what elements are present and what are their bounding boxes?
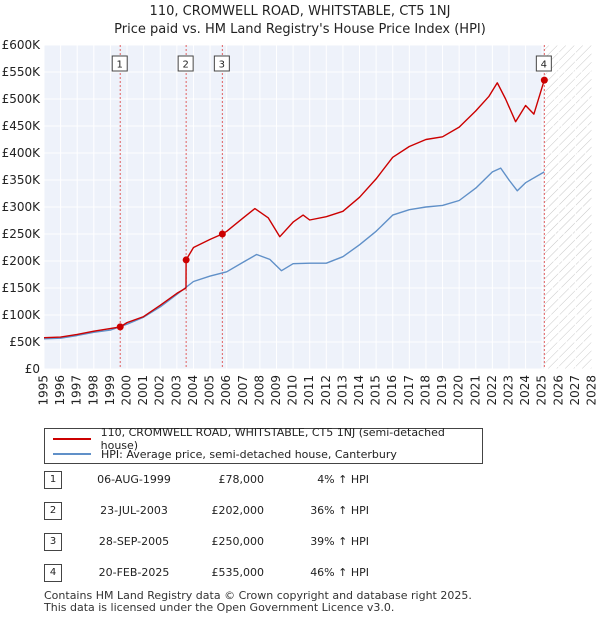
y-tick-label: £550K — [2, 65, 42, 79]
x-tick-label: 2018 — [418, 375, 432, 406]
sale-number-badge: 4 — [44, 564, 62, 582]
y-tick-label: £300K — [2, 200, 42, 214]
legend-label-hpi: HPI: Average price, semi-detached house,… — [101, 447, 397, 461]
sale-price: £202,000 — [211, 504, 265, 517]
x-tick-label: 2020 — [452, 375, 466, 406]
y-tick-label: £200K — [2, 254, 42, 268]
x-tick-label: 2019 — [435, 375, 449, 406]
sale-point — [116, 323, 124, 331]
x-tick-label: 2004 — [186, 375, 200, 406]
sale-label-number: 4 — [541, 60, 547, 71]
legend-label-property: 110, CROMWELL ROAD, WHITSTABLE, CT5 1NJ … — [100, 426, 445, 452]
sale-label-number: 1 — [117, 60, 123, 71]
footer-licence: This data is licensed under the Open Gov… — [44, 601, 395, 614]
sale-label-box — [177, 55, 194, 72]
x-tick-label: 2024 — [518, 375, 532, 406]
legend-item-hpi: HPI: Average price, semi-detached house,… — [53, 446, 397, 462]
y-tick-label: £600K — [2, 38, 42, 52]
x-tick-label: 2010 — [286, 375, 300, 406]
x-tick-label: 2015 — [369, 375, 383, 406]
chart-subtitle: Price paid vs. HM Land Registry's House … — [114, 22, 486, 37]
sale-price: £78,000 — [218, 473, 265, 486]
y-tick-label: £400K — [2, 146, 42, 160]
x-tick-label: 2006 — [219, 375, 233, 406]
y-tick-label: £500K — [2, 92, 42, 106]
sale-date: 28-SEP-2005 — [98, 535, 170, 548]
sale-hpi-change: 36% ↑ HPI — [310, 504, 369, 517]
x-tick-label: 2009 — [269, 375, 283, 406]
x-tick-label: 2021 — [468, 375, 482, 406]
x-tick-label: 2027 — [568, 375, 582, 406]
y-tick-label: £150K — [2, 281, 42, 295]
legend: 110, CROMWELL ROAD, WHITSTABLE, CT5 1NJ … — [44, 426, 483, 464]
x-tick-label: 2026 — [551, 375, 565, 406]
x-tick-label: 2017 — [402, 375, 416, 406]
sale-date: 20-FEB-2025 — [98, 566, 170, 579]
x-tick-label: 1999 — [103, 375, 117, 406]
sale-label-box — [535, 55, 552, 72]
sale-label-number: 2 — [182, 60, 188, 71]
x-tick-label: 2008 — [252, 375, 266, 406]
y-tick-label: £50K — [9, 335, 41, 349]
x-tick-label: 2012 — [319, 375, 333, 406]
sale-date: 23-JUL-2003 — [100, 504, 168, 517]
property-series-line — [43, 79, 545, 339]
sale-row: 4 20-FEB-2025 £535,000 46% ↑ HPI — [44, 563, 464, 583]
sale-price: £535,000 — [211, 566, 265, 579]
sale-number-badge: 3 — [44, 533, 62, 551]
x-tick-label: 2005 — [203, 375, 217, 406]
price-chart: £0 £50K £100K £150K £200K £250K £300K £350K £400… — [2, 38, 599, 406]
x-tick-label: 2011 — [302, 375, 316, 406]
x-tick-label: 2000 — [120, 375, 134, 406]
sale-row: 2 23-JUL-2003 £202,000 36% ↑ HPI — [44, 501, 464, 521]
x-tick-label: 2016 — [385, 375, 399, 406]
sale-hpi-change: 4% ↑ HPI — [317, 473, 369, 486]
x-tick-label: 1996 — [53, 375, 67, 406]
sale-label-box — [213, 55, 230, 72]
x-tick-label: 1998 — [86, 375, 100, 406]
x-tick-label: 2013 — [335, 375, 349, 406]
x-tick-label: 1995 — [37, 375, 51, 406]
sale-hpi-change: 46% ↑ HPI — [310, 566, 369, 579]
footer-copyright: Contains HM Land Registry data © Crown c… — [44, 589, 472, 602]
sale-date: 06-AUG-1999 — [97, 473, 171, 486]
sale-price: £250,000 — [211, 535, 265, 548]
y-tick-label: £450K — [2, 119, 42, 133]
legend-swatch-property — [53, 438, 91, 440]
sale-hpi-change: 39% ↑ HPI — [310, 535, 369, 548]
chart-title: 110, CROMWELL ROAD, WHITSTABLE, CT5 1NJ — [149, 4, 451, 19]
sale-row: 1 06-AUG-1999 £78,000 4% ↑ HPI — [44, 470, 464, 490]
y-tick-label: £100K — [2, 308, 42, 322]
legend-swatch-hpi — [53, 453, 91, 455]
x-tick-label: 2028 — [585, 375, 599, 406]
legend-item-property: 110, CROMWELL ROAD, WHITSTABLE, CT5 1NJ … — [53, 426, 482, 452]
y-tick-label: £350K — [2, 173, 42, 187]
sale-label-number: 3 — [219, 60, 225, 71]
sale-point — [182, 256, 190, 264]
sale-number-badge: 1 — [44, 471, 62, 489]
x-tick-label: 2007 — [236, 375, 250, 406]
hpi-series-line — [43, 167, 545, 340]
x-tick-label: 2003 — [169, 375, 183, 406]
x-tick-label: 2001 — [136, 375, 150, 406]
x-tick-label: 2002 — [153, 375, 167, 406]
x-tick-label: 1997 — [70, 375, 84, 406]
sale-row: 3 28-SEP-2005 £250,000 39% ↑ HPI — [44, 532, 464, 552]
sale-label-box — [111, 55, 128, 72]
sale-point — [540, 76, 548, 84]
y-tick-label: £0 — [25, 362, 40, 376]
sale-point — [218, 230, 226, 238]
y-tick-label: £250K — [2, 227, 42, 241]
sale-number-badge: 2 — [44, 502, 62, 520]
x-tick-label: 2014 — [352, 375, 366, 406]
footer-note: Contains HM Land Registry data © Crown c… — [44, 590, 472, 614]
x-tick-label: 2023 — [501, 375, 515, 406]
x-tick-label: 2022 — [485, 375, 499, 406]
x-tick-label: 2025 — [535, 375, 549, 406]
